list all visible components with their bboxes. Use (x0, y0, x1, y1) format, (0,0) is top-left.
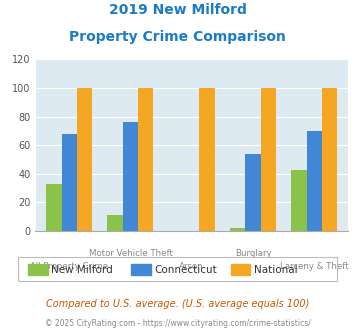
Bar (200, 88, 215, 231)
Bar (108, 215, 123, 231)
Bar (230, 228, 245, 231)
Text: Compared to U.S. average. (U.S. average equals 100): Compared to U.S. average. (U.S. average … (46, 299, 309, 309)
Text: Motor Vehicle Theft: Motor Vehicle Theft (88, 249, 173, 258)
Text: 2019 New Milford: 2019 New Milford (109, 3, 246, 17)
Text: Arson: Arson (179, 262, 204, 271)
Bar (46, 184, 61, 231)
Text: Larceny & Theft: Larceny & Theft (280, 262, 349, 271)
Bar (138, 88, 153, 231)
Text: © 2025 CityRating.com - https://www.cityrating.com/crime-statistics/: © 2025 CityRating.com - https://www.city… (45, 319, 310, 328)
Text: Property Crime Comparison: Property Crime Comparison (69, 30, 286, 44)
Bar (261, 88, 276, 231)
Text: Connecticut: Connecticut (154, 265, 217, 275)
Text: Burglary: Burglary (235, 249, 271, 258)
Bar (61, 134, 77, 231)
Text: National: National (254, 265, 297, 275)
Text: New Milford: New Milford (51, 265, 113, 275)
Bar (307, 131, 322, 231)
Bar (77, 88, 92, 231)
Bar (245, 154, 261, 231)
Bar (123, 122, 138, 231)
Bar (322, 88, 337, 231)
Bar (291, 170, 307, 231)
Text: All Property Crime: All Property Crime (30, 262, 108, 271)
